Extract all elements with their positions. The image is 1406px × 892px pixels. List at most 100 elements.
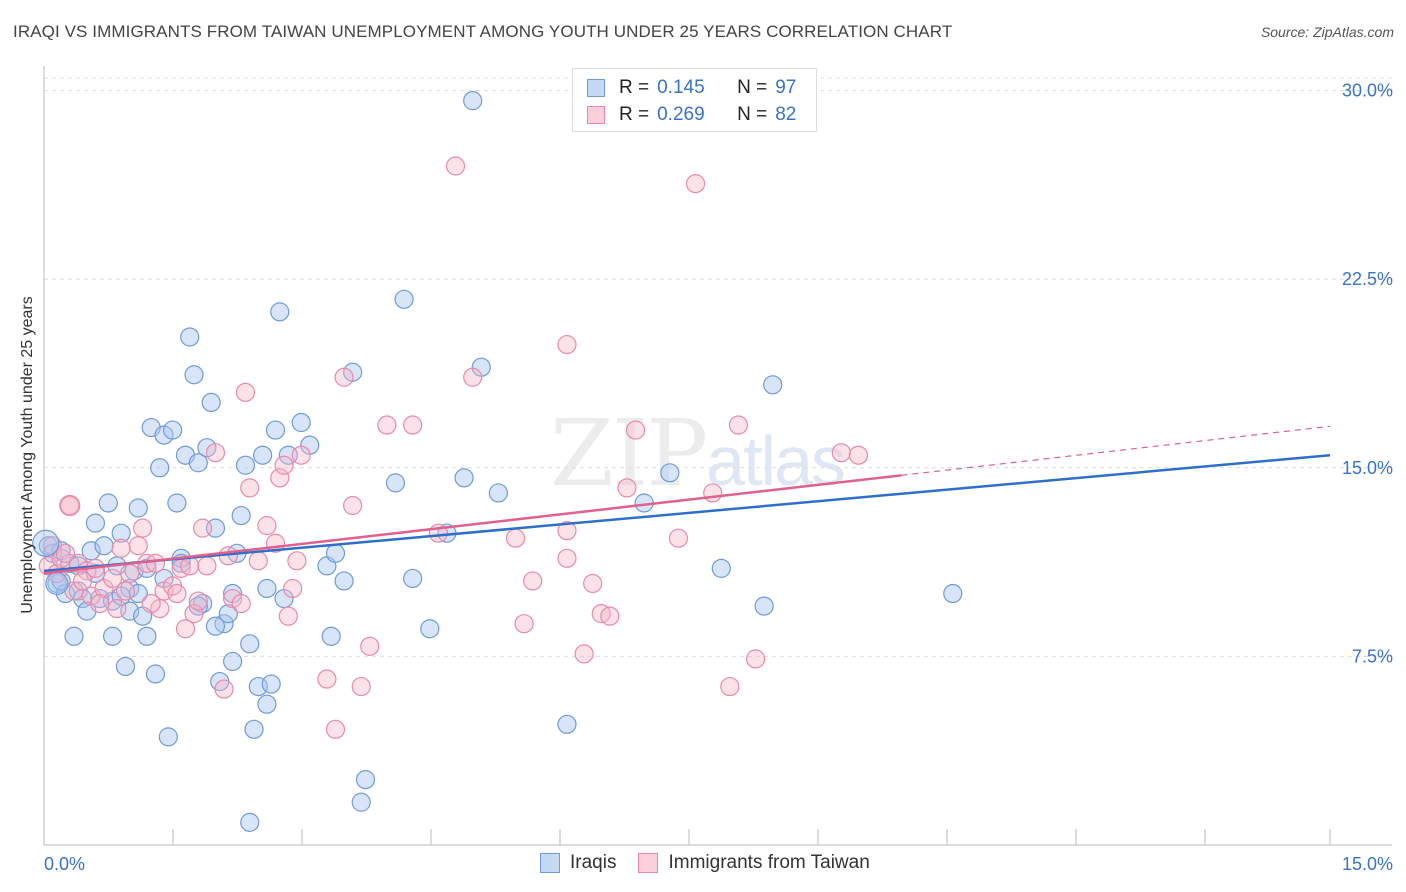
iraqi-point	[188, 453, 208, 473]
taiwan-trend-extension	[901, 425, 1331, 476]
source-label: Source: ZipAtlas.com	[1260, 24, 1394, 40]
taiwan-point	[523, 571, 543, 591]
iraqi-point	[385, 473, 406, 493]
iraqi-point	[218, 604, 238, 624]
y-tick-label: 15.0%	[1342, 458, 1393, 478]
taiwan-point	[90, 593, 110, 614]
taiwan-point	[287, 551, 307, 571]
iraqi-point	[355, 770, 376, 790]
taiwan-point	[583, 573, 603, 594]
taiwan-point	[107, 599, 127, 619]
taiwan-point	[728, 415, 749, 435]
taiwan-point	[463, 367, 483, 387]
r-value: 0.145	[657, 77, 705, 98]
iraqi-point	[463, 91, 483, 111]
iraqi-legend-label: Iraqis	[570, 852, 617, 873]
y-tick-label: 22.5%	[1342, 269, 1393, 289]
taiwan-point	[317, 669, 337, 689]
iraqi-point	[64, 626, 84, 646]
taiwan-point	[111, 538, 131, 558]
taiwan-point	[248, 551, 268, 571]
iraqi-point	[270, 302, 290, 322]
taiwan-point	[184, 604, 204, 624]
taiwan-point	[240, 478, 260, 498]
iraqi-point	[257, 694, 277, 714]
taiwan-point	[214, 679, 234, 699]
taiwan-point	[360, 636, 380, 656]
taiwan-point	[325, 719, 346, 739]
taiwan-point	[128, 536, 148, 556]
iraqi-point	[261, 674, 281, 694]
iraqi-point	[201, 392, 221, 413]
taiwan-point	[188, 591, 208, 611]
iraqi-point	[454, 468, 474, 488]
taiwan-point	[600, 606, 620, 626]
iraqi-point	[253, 445, 273, 465]
iraqi-point	[102, 626, 123, 646]
iraqi-point	[325, 543, 346, 563]
legend-item-taiwan: Immigrants from Taiwan	[638, 852, 870, 874]
taiwan-point	[745, 649, 766, 669]
taiwan-point	[193, 518, 213, 538]
iraqi-point	[943, 583, 963, 604]
iraqi-point	[291, 412, 311, 433]
chart-title: IRAQI VS IMMIGRANTS FROM TAIWAN UNEMPLOY…	[13, 22, 953, 41]
iraqi-swatch	[587, 79, 605, 97]
iraqi-point	[240, 812, 260, 832]
n-value: 97	[775, 77, 797, 98]
iraqi-point	[98, 493, 118, 513]
r-label: R =	[619, 77, 650, 98]
legend-row-taiwan: R = 0.269 N = 82	[587, 104, 796, 126]
watermark-zip: ZIP	[550, 400, 708, 507]
taiwan-point	[120, 563, 140, 584]
taiwan-point	[270, 468, 290, 488]
watermark: ZIPatlas	[550, 400, 846, 507]
taiwan-point	[617, 478, 637, 498]
taiwan-point	[668, 528, 689, 548]
taiwan-point	[231, 593, 251, 614]
iraqi-point	[763, 375, 783, 395]
taiwan-point	[377, 415, 397, 435]
r-value: 0.269	[657, 104, 705, 125]
taiwan-legend-label: Immigrants from Taiwan	[668, 852, 870, 873]
iraqi-point	[137, 626, 157, 646]
iraqi-point	[145, 664, 166, 684]
taiwan-point	[831, 443, 851, 463]
iraqi-point	[115, 656, 136, 677]
iraqi-point	[158, 727, 178, 747]
iraqi-point	[403, 568, 423, 589]
iraqi-point	[557, 714, 577, 734]
taiwan-point	[115, 581, 136, 601]
iraqi-point	[150, 458, 170, 478]
taiwan-point	[557, 521, 577, 541]
n-value: 82	[775, 104, 797, 125]
iraqi-point	[257, 578, 277, 599]
y-axis-label: Unemployment Among Youth under 25 years	[19, 296, 36, 614]
taiwan-point	[55, 543, 76, 563]
taiwan-point	[625, 420, 646, 440]
r-label: R =	[619, 104, 650, 125]
iraqi-point	[205, 616, 226, 636]
taiwan-point	[145, 553, 166, 573]
iraqi-point	[711, 558, 731, 578]
taiwan-point	[557, 334, 577, 355]
iraqi-point	[94, 536, 114, 556]
n-label: N =	[737, 77, 768, 98]
iraqi-point	[660, 463, 680, 483]
legend-item-iraqi: Iraqis	[540, 852, 616, 874]
n-label: N =	[737, 104, 768, 125]
watermark-atlas: atlas	[706, 422, 846, 500]
taiwan-point	[197, 556, 217, 576]
iraqi-point	[240, 634, 260, 654]
iraqi-point	[32, 529, 60, 557]
y-tick-label: 7.5%	[1352, 646, 1393, 666]
taiwan-point	[274, 455, 294, 475]
x-tick-label: 15.0%	[1342, 854, 1393, 874]
iraqi-point	[351, 792, 371, 812]
taiwan-point	[278, 606, 298, 626]
iraqi-point	[128, 498, 148, 518]
iraqi-point	[167, 493, 187, 513]
taiwan-point	[59, 494, 81, 517]
iraqi-point	[231, 505, 251, 526]
